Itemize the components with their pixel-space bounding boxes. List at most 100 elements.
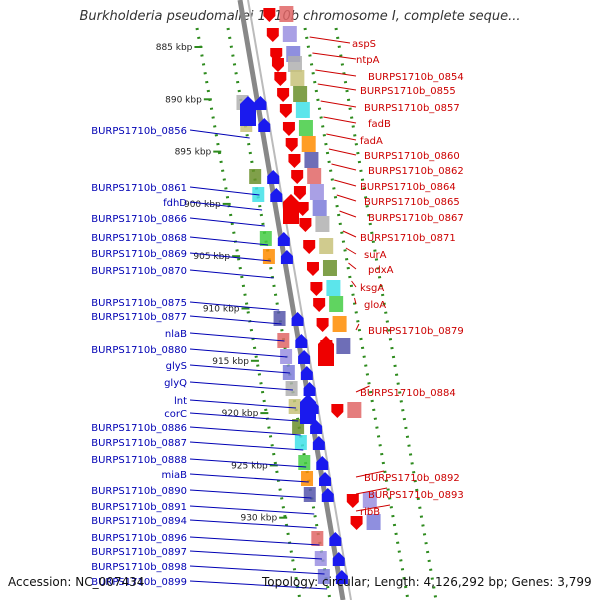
gene-block[interactable] bbox=[303, 487, 316, 502]
gene-block[interactable] bbox=[301, 471, 314, 486]
forward-gene-arrow[interactable] bbox=[277, 88, 290, 102]
left-gene-label[interactable]: fdhD bbox=[163, 198, 187, 209]
reverse-gene-arrow[interactable] bbox=[277, 232, 290, 246]
right-gene-label[interactable]: surA bbox=[364, 250, 387, 261]
reverse-gene-arrow[interactable] bbox=[319, 472, 332, 486]
gene-block[interactable] bbox=[332, 316, 347, 332]
gene-block[interactable] bbox=[279, 6, 294, 22]
gene-block[interactable] bbox=[309, 184, 324, 200]
right-gene-label[interactable]: ntpA bbox=[356, 55, 380, 66]
right-gene-label[interactable]: BURPS1710b_0867 bbox=[368, 213, 464, 224]
gene-block[interactable] bbox=[295, 102, 310, 118]
large-gene-arrow[interactable] bbox=[240, 96, 256, 126]
gene-block[interactable] bbox=[311, 531, 324, 546]
right-gene-label[interactable]: BURPS1710b_0855 bbox=[360, 86, 456, 97]
right-gene-label[interactable]: fadB bbox=[368, 119, 391, 130]
left-gene-label[interactable]: BURPS1710b_0886 bbox=[91, 423, 187, 434]
right-gene-label[interactable]: BURPS1710b_0865 bbox=[364, 197, 460, 208]
forward-gene-arrow[interactable] bbox=[263, 8, 276, 22]
gene-block[interactable] bbox=[294, 435, 307, 450]
reverse-gene-arrow[interactable] bbox=[254, 96, 267, 110]
gene-block[interactable] bbox=[282, 26, 297, 42]
right-gene-label[interactable]: ksgA bbox=[360, 283, 384, 294]
reverse-gene-arrow[interactable] bbox=[303, 382, 316, 396]
right-gene-label[interactable]: BURPS1710b_0854 bbox=[368, 72, 464, 83]
right-gene-label[interactable]: BURPS1710b_0892 bbox=[364, 473, 460, 484]
forward-gene-arrow[interactable] bbox=[313, 298, 326, 312]
reverse-gene-arrow[interactable] bbox=[267, 170, 280, 184]
left-gene-label[interactable]: corC bbox=[164, 409, 187, 420]
gene-block[interactable] bbox=[347, 402, 362, 418]
forward-gene-arrow[interactable] bbox=[285, 138, 298, 152]
gene-block[interactable] bbox=[319, 238, 334, 254]
left-gene-label[interactable]: BURPS1710b_0880 bbox=[91, 345, 187, 356]
gene-block[interactable] bbox=[307, 168, 322, 184]
right-gene-label[interactable]: BURPS1710b_0860 bbox=[364, 151, 460, 162]
reverse-gene-arrow[interactable] bbox=[335, 570, 348, 584]
forward-gene-arrow[interactable] bbox=[279, 104, 292, 118]
large-gene-arrow[interactable] bbox=[318, 336, 334, 366]
forward-gene-arrow[interactable] bbox=[331, 404, 344, 418]
left-gene-label[interactable]: BURPS1710b_0875 bbox=[91, 298, 187, 309]
reverse-gene-arrow[interactable] bbox=[258, 118, 271, 132]
left-gene-label[interactable]: BURPS1710b_0887 bbox=[91, 438, 187, 449]
left-gene-label[interactable]: BURPS1710b_0891 bbox=[91, 502, 187, 513]
forward-gene-arrow[interactable] bbox=[350, 516, 363, 530]
large-gene-arrow[interactable] bbox=[283, 194, 299, 224]
reverse-gene-arrow[interactable] bbox=[298, 350, 311, 364]
reverse-gene-arrow[interactable] bbox=[280, 250, 293, 264]
left-gene-label[interactable]: nlaB bbox=[165, 329, 187, 340]
forward-gene-arrow[interactable] bbox=[346, 494, 359, 508]
forward-gene-arrow[interactable] bbox=[306, 262, 319, 276]
left-gene-label[interactable]: BURPS1710b_0897 bbox=[91, 547, 187, 558]
gene-block[interactable] bbox=[259, 231, 272, 246]
gene-block[interactable] bbox=[304, 152, 319, 168]
forward-gene-arrow[interactable] bbox=[291, 170, 304, 184]
gene-block[interactable] bbox=[290, 70, 305, 86]
right-gene-label[interactable]: pdxA bbox=[368, 265, 394, 276]
left-gene-label[interactable]: BURPS1710b_0888 bbox=[91, 455, 187, 466]
gene-block[interactable] bbox=[315, 216, 330, 232]
right-gene-label[interactable]: BURPS1710b_0857 bbox=[364, 103, 460, 114]
forward-gene-arrow[interactable] bbox=[271, 58, 284, 72]
left-gene-label[interactable]: miaB bbox=[161, 470, 187, 481]
forward-gene-arrow[interactable] bbox=[266, 28, 279, 42]
left-gene-label[interactable]: lnt bbox=[174, 396, 187, 407]
gene-block[interactable] bbox=[301, 136, 316, 152]
large-gene-arrow[interactable] bbox=[300, 394, 316, 424]
left-gene-label[interactable]: BURPS1710b_0866 bbox=[91, 214, 187, 225]
gene-block[interactable] bbox=[288, 399, 301, 414]
left-gene-label[interactable]: BURPS1710b_0890 bbox=[91, 486, 187, 497]
left-gene-label[interactable]: BURPS1710b_0894 bbox=[91, 516, 187, 527]
left-gene-label[interactable]: glyS bbox=[166, 361, 187, 372]
left-gene-label[interactable]: BURPS1710b_0877 bbox=[91, 312, 187, 323]
left-gene-label[interactable]: BURPS1710b_0898 bbox=[91, 562, 187, 573]
right-gene-label[interactable]: BURPS1710b_0884 bbox=[360, 388, 456, 399]
left-gene-label[interactable]: BURPS1710b_0896 bbox=[91, 533, 187, 544]
right-gene-label[interactable]: BURPS1710b_0871 bbox=[360, 233, 456, 244]
reverse-gene-arrow[interactable] bbox=[321, 488, 334, 502]
gene-block[interactable] bbox=[326, 280, 341, 296]
gene-block[interactable] bbox=[287, 56, 302, 72]
reverse-gene-arrow[interactable] bbox=[300, 366, 313, 380]
forward-gene-arrow[interactable] bbox=[274, 72, 287, 86]
reverse-gene-arrow[interactable] bbox=[329, 532, 342, 546]
gene-block[interactable] bbox=[249, 169, 262, 184]
left-gene-label[interactable]: BURPS1710b_0856 bbox=[91, 126, 187, 137]
gene-block[interactable] bbox=[262, 249, 275, 264]
right-gene-label[interactable]: BURPS1710b_0864 bbox=[360, 182, 456, 193]
forward-gene-arrow[interactable] bbox=[282, 122, 295, 136]
gene-block[interactable] bbox=[336, 338, 351, 354]
gene-block[interactable] bbox=[366, 514, 381, 530]
forward-gene-arrow[interactable] bbox=[310, 282, 323, 296]
gene-block[interactable] bbox=[298, 455, 311, 470]
right-gene-label[interactable]: BURPS1710b_0893 bbox=[368, 490, 464, 501]
reverse-gene-arrow[interactable] bbox=[332, 552, 345, 566]
forward-gene-arrow[interactable] bbox=[288, 154, 301, 168]
gene-block[interactable] bbox=[273, 311, 286, 326]
forward-gene-arrow[interactable] bbox=[296, 202, 309, 216]
left-gene-label[interactable]: BURPS1710b_0870 bbox=[91, 266, 187, 277]
right-gene-label[interactable]: ribB bbox=[360, 507, 380, 518]
forward-gene-arrow[interactable] bbox=[303, 240, 316, 254]
